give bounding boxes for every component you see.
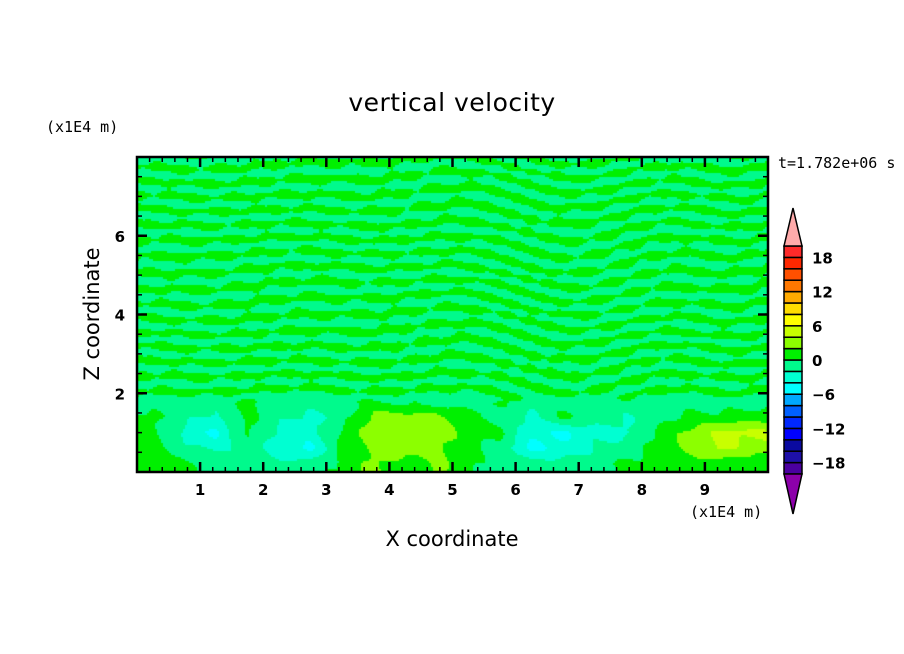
colorbar-tick-label: 6 (812, 318, 822, 336)
colorbar-box (783, 245, 803, 259)
colorbar-tick-label: −18 (812, 455, 845, 473)
colorbar-box (783, 336, 803, 350)
colorbar-box (783, 290, 803, 304)
y-tick-label: 2 (115, 385, 125, 403)
colorbar-tick-label: 0 (812, 352, 822, 370)
colorbar-box (783, 404, 803, 418)
colorbar-box (783, 382, 803, 395)
colorbar-tick-label: 18 (812, 249, 833, 267)
colorbar-box (783, 416, 803, 430)
colorbar-tick-label: −12 (812, 420, 845, 438)
colorbar-box (783, 450, 803, 464)
colorbar-tick-label: −6 (812, 386, 835, 404)
x-tick-label: 6 (510, 481, 520, 499)
x-axis-label: X coordinate (385, 527, 519, 551)
y-tick-label: 4 (115, 307, 125, 325)
x-tick-label: 9 (700, 481, 710, 499)
x-tick-label: 4 (384, 481, 394, 499)
colorbar-box (783, 302, 803, 316)
y-unit-label: (x1E4 m) (46, 118, 119, 136)
x-tick-label: 2 (258, 481, 268, 499)
x-tick-label: 8 (637, 481, 647, 499)
colorbar-box (783, 427, 803, 441)
time-label: t=1.782e+06 s (778, 154, 896, 172)
colorbar-box (783, 325, 803, 338)
x-tick-label: 5 (447, 481, 457, 499)
colorbar-box (783, 461, 803, 475)
colorbar-box (783, 347, 803, 361)
colorbar-box (783, 256, 803, 270)
colorbar-box (783, 439, 803, 452)
x-unit-label: (x1E4 m) (690, 503, 763, 521)
y-tick-label: 6 (115, 228, 125, 246)
colorbar-box (783, 279, 803, 293)
x-tick-label: 7 (573, 481, 583, 499)
colorbar-under-triangle (783, 473, 803, 515)
colorbar-box (783, 268, 803, 281)
x-tick-label: 1 (195, 481, 205, 499)
contour-field (137, 157, 768, 472)
chart-title: vertical velocity (348, 88, 556, 117)
colorbar-box (783, 313, 803, 327)
colorbar-box (783, 393, 803, 407)
colorbar-box (783, 359, 803, 373)
colorbar-tick-label: 12 (812, 284, 833, 302)
colorbar-box (783, 370, 803, 384)
colorbar-over-triangle (783, 207, 803, 247)
x-tick-label: 3 (321, 481, 331, 499)
plot-frame (135, 155, 770, 474)
